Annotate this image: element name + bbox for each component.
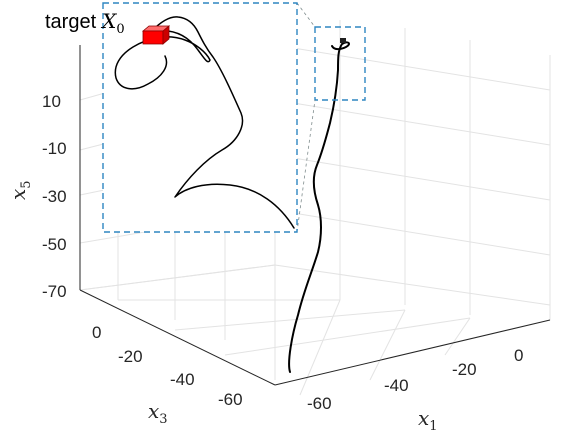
zoom-connector	[296, 99, 316, 233]
zoom-region-box	[314, 26, 366, 101]
x1-tick-label: -60	[307, 394, 332, 413]
x1-tick-label: -20	[452, 360, 477, 379]
x1-axis-label: x1	[418, 406, 438, 434]
target-marker-small	[340, 38, 346, 43]
x5-axis-label: x5	[6, 180, 34, 200]
x1-tick-label: 0	[514, 346, 523, 365]
x1-axis-ticks: 0 -20 -40 -60	[307, 346, 523, 413]
x3-axis-label: x3	[148, 399, 168, 427]
x3-tick-label: 0	[92, 323, 101, 342]
x1-tick-label: -40	[384, 376, 409, 395]
inset-trajectory	[114, 16, 295, 229]
x5-tick-label: -70	[42, 282, 67, 301]
x5-tick-label: 10	[42, 92, 61, 111]
x5-tick-label: -50	[42, 235, 67, 254]
trajectory-line	[288, 41, 350, 373]
x5-tick-label: -30	[42, 187, 67, 206]
x3-tick-label: -40	[170, 370, 195, 389]
svg-text:x3: x3	[148, 399, 168, 427]
x3-tick-label: -20	[118, 347, 143, 366]
inset-background	[103, 3, 297, 232]
x3-tick-label: -60	[218, 390, 243, 409]
target-annotation: target X0	[45, 9, 125, 37]
inset-box	[102, 2, 298, 233]
svg-text:x5: x5	[6, 180, 34, 200]
target-cube	[141, 25, 171, 45]
x3-axis-ticks: 0 -20 -40 -60	[92, 323, 243, 409]
svg-text:x1: x1	[418, 406, 438, 434]
x5-axis-ticks: 10 -10 -30 -50 -70	[42, 92, 67, 301]
axes	[79, 45, 551, 386]
x5-tick-label: -10	[42, 139, 67, 158]
zoom-connector	[296, 2, 316, 28]
